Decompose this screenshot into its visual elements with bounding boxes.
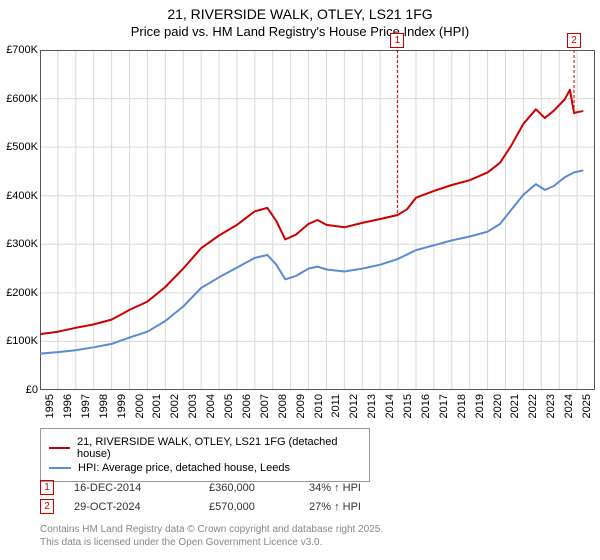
y-tick-label: £700K <box>6 44 38 56</box>
footer-line1: Contains HM Land Registry data © Crown c… <box>40 524 383 537</box>
x-tick-label: 2011 <box>330 394 342 418</box>
x-tick-label: 2021 <box>509 394 521 418</box>
chart-svg <box>40 50 595 390</box>
x-tick-label: 2010 <box>313 394 325 418</box>
x-tick-label: 1998 <box>98 394 110 418</box>
sale-hpi-2: 27% ↑ HPI <box>309 501 429 513</box>
legend-row-1: 21, RIVERSIDE WALK, OTLEY, LS21 1FG (det… <box>49 436 361 460</box>
x-tick-label: 2003 <box>187 394 199 418</box>
y-tick-label: £0 <box>26 384 38 396</box>
legend-swatch-series2 <box>49 467 71 469</box>
chart-marker-1: 1 <box>390 33 404 48</box>
x-tick-label: 2012 <box>348 394 360 418</box>
x-tick-label: 2000 <box>134 394 146 418</box>
x-tick-label: 2015 <box>402 394 414 418</box>
legend-label-series2: HPI: Average price, detached house, Leed… <box>78 462 290 474</box>
footer-line2: This data is licensed under the Open Gov… <box>40 537 383 550</box>
sale-marker-2: 2 <box>40 499 54 514</box>
sale-price-1: £360,000 <box>209 482 309 494</box>
x-tick-label: 1997 <box>80 394 92 418</box>
x-tick-label: 2014 <box>384 394 396 418</box>
x-tick-label: 2024 <box>563 394 575 418</box>
x-tick-label: 1996 <box>62 394 74 418</box>
x-tick-label: 2019 <box>474 394 486 418</box>
y-tick-label: £500K <box>6 141 38 153</box>
legend-box: 21, RIVERSIDE WALK, OTLEY, LS21 1FG (det… <box>40 428 370 482</box>
x-tick-label: 2023 <box>545 394 557 418</box>
x-tick-label: 2017 <box>438 394 450 418</box>
x-tick-label: 2016 <box>420 394 432 418</box>
chart-area <box>40 50 595 390</box>
legend-swatch-series1 <box>49 447 70 449</box>
title-subtitle: Price paid vs. HM Land Registry's House … <box>0 24 600 39</box>
sale-marker-1: 1 <box>40 480 54 495</box>
y-tick-label: £600K <box>6 93 38 105</box>
x-tick-label: 2022 <box>527 394 539 418</box>
x-tick-label: 2001 <box>151 394 163 418</box>
sale-row-2: 2 29-OCT-2024 £570,000 27% ↑ HPI <box>40 499 429 514</box>
y-tick-label: £100K <box>6 335 38 347</box>
chart-marker-2: 2 <box>567 33 581 48</box>
sale-date-2: 29-OCT-2024 <box>74 501 209 513</box>
title-address: 21, RIVERSIDE WALK, OTLEY, LS21 1FG <box>0 6 600 22</box>
legend-row-2: HPI: Average price, detached house, Leed… <box>49 462 361 474</box>
x-tick-label: 2013 <box>366 394 378 418</box>
sale-hpi-1: 34% ↑ HPI <box>309 482 429 494</box>
chart-container: 21, RIVERSIDE WALK, OTLEY, LS21 1FG Pric… <box>0 0 600 560</box>
footer-attribution: Contains HM Land Registry data © Crown c… <box>40 524 383 549</box>
sale-row-1: 1 16-DEC-2014 £360,000 34% ↑ HPI <box>40 480 429 495</box>
y-tick-label: £200K <box>6 287 38 299</box>
x-tick-label: 2006 <box>241 394 253 418</box>
x-tick-label: 2008 <box>277 394 289 418</box>
title-block: 21, RIVERSIDE WALK, OTLEY, LS21 1FG Pric… <box>0 0 600 39</box>
x-tick-label: 2004 <box>205 394 217 418</box>
x-tick-label: 2009 <box>295 394 307 418</box>
sale-price-2: £570,000 <box>209 501 309 513</box>
x-tick-label: 2002 <box>169 394 181 418</box>
x-tick-label: 2018 <box>456 394 468 418</box>
y-tick-label: £300K <box>6 238 38 250</box>
x-tick-label: 2020 <box>492 394 504 418</box>
x-tick-label: 2025 <box>581 394 593 418</box>
legend-label-series1: 21, RIVERSIDE WALK, OTLEY, LS21 1FG (det… <box>77 436 361 460</box>
sales-table: 1 16-DEC-2014 £360,000 34% ↑ HPI 2 29-OC… <box>40 480 429 518</box>
x-tick-label: 2007 <box>259 394 271 418</box>
x-tick-label: 1995 <box>44 394 56 418</box>
x-tick-label: 1999 <box>116 394 128 418</box>
y-tick-label: £400K <box>6 190 38 202</box>
x-tick-label: 2005 <box>223 394 235 418</box>
sale-date-1: 16-DEC-2014 <box>74 482 209 494</box>
